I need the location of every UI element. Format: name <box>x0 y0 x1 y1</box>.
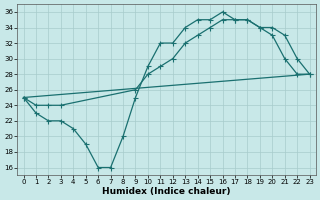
X-axis label: Humidex (Indice chaleur): Humidex (Indice chaleur) <box>102 187 231 196</box>
